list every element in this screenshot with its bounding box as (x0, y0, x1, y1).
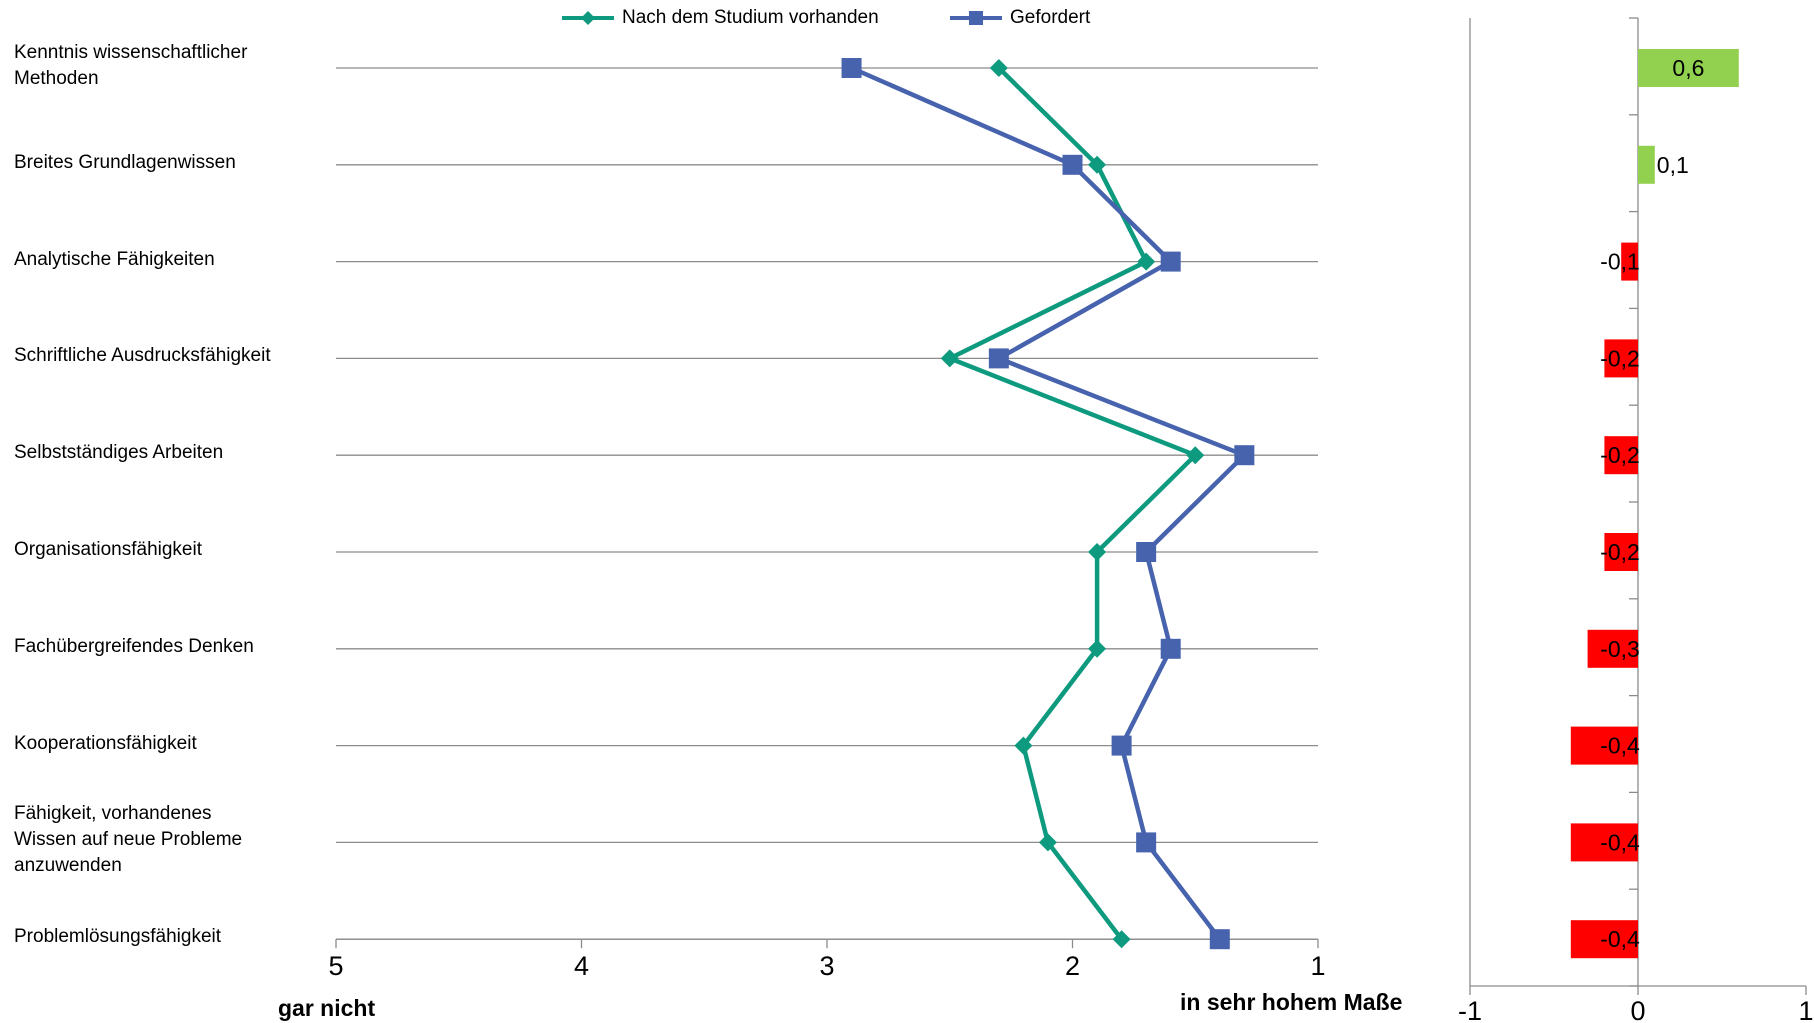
bar-data-label: -0,4 (1600, 733, 1640, 759)
category-label-line: Breites Grundlagenwissen (14, 151, 236, 173)
legend-symbol (950, 11, 1002, 25)
legend-symbol (562, 11, 614, 25)
series-line-diamond (947, 66, 1198, 941)
category-label: Fachübergreifendes Denken (14, 634, 254, 660)
x-tick-label: 3 (819, 951, 834, 981)
legend-item: Nach dem Studium vorhanden (560, 6, 879, 30)
legend-label: Nach dem Studium vorhanden (622, 7, 879, 28)
category-label-line: Methoden (14, 68, 99, 89)
x-axis-left-label: gar nicht (278, 995, 376, 1021)
data-point-diamond (1088, 543, 1107, 561)
data-point-diamond (940, 349, 959, 368)
category-label: Selbstständiges Arbeiten (14, 440, 223, 466)
data-point-square (1209, 929, 1230, 950)
bar (1604, 436, 1638, 475)
category-label-line: Schriftliche Ausdrucksfähigkeit (14, 345, 271, 367)
bar-data-label: 0,1 (1657, 152, 1689, 178)
bar-data-label: 0,6 (1672, 55, 1704, 81)
category-label: Schriftliche Ausdrucksfähigkeit (14, 343, 271, 369)
data-point-diamond (1088, 639, 1107, 658)
bar (1570, 726, 1638, 765)
data-point-diamond (1038, 833, 1057, 852)
bar (1570, 920, 1638, 959)
data-point-square (1136, 542, 1157, 562)
data-point-square (988, 348, 1009, 369)
category-label: Kooperationsfähigkeit (14, 731, 197, 757)
data-point-diamond (1088, 155, 1107, 174)
category-label-line: Organisationsfähigkeit (14, 539, 202, 560)
data-point-diamond (989, 59, 1008, 77)
category-label-line: Wissen auf neue Probleme (14, 829, 243, 851)
bar (1604, 339, 1638, 378)
category-label-line: anzuwenden (14, 855, 122, 877)
category-label: Organisationsfähigkeit (14, 537, 202, 563)
series-line-square (850, 65, 1247, 941)
bar-data-label: -0,2 (1600, 442, 1640, 468)
bar-data-label: -0,4 (1600, 829, 1640, 855)
bar (1587, 629, 1638, 668)
x-axis-right-label: in sehr hohem Maße (1180, 989, 1403, 1015)
bar-x-tick-label: 1 (1798, 996, 1813, 1023)
category-label: Fähigkeit, vorhandenes Wissen auf neue Pr… (14, 801, 242, 879)
data-point-square (1062, 154, 1083, 175)
bar-data-label: -0,4 (1600, 926, 1640, 952)
category-label-line: Analytische Fähigkeiten (14, 248, 215, 270)
data-point-diamond (1112, 930, 1131, 949)
category-label-line: Fähigkeit, vorhandenes (14, 803, 212, 825)
bar-data-label: -0,2 (1600, 345, 1640, 371)
data-point-square (1160, 251, 1181, 272)
category-label-line: Kenntnis wissenschaftlicher (14, 42, 248, 63)
category-label-line: Kooperationsfähigkeit (14, 732, 197, 754)
category-label: Kenntnis wissenschaftlicher Methoden (14, 40, 247, 92)
x-tick-label: 5 (328, 951, 343, 981)
bar (1638, 145, 1655, 184)
category-label: Breites Grundlagenwissen (14, 150, 236, 176)
category-label-line: Fachübergreifendes Denken (14, 635, 254, 657)
data-point-square (1160, 638, 1181, 659)
data-point-square (1111, 735, 1132, 756)
x-tick-label: 2 (1065, 951, 1080, 981)
category-label-line: Problemlösungsfähigkeit (14, 926, 222, 948)
category-label: Problemlösungsfähigkeit (14, 924, 221, 950)
bar-data-label: -0,2 (1600, 539, 1640, 565)
bar-data-label: -0,1 (1600, 249, 1640, 275)
data-point-diamond (1137, 252, 1156, 271)
legend-label: Gefordert (1010, 7, 1091, 28)
category-label: Analytische Fähigkeiten (14, 247, 215, 273)
bar-x-tick-label: -1 (1458, 996, 1482, 1023)
x-tick-label: 1 (1310, 951, 1325, 981)
bar-data-label: -0,3 (1600, 636, 1640, 662)
bar (1570, 823, 1638, 862)
data-point-square (1234, 445, 1255, 466)
bar (1621, 242, 1638, 281)
x-tick-label: 4 (574, 951, 589, 981)
bar (1604, 533, 1638, 571)
data-point-square (841, 58, 862, 78)
data-point-diamond (1186, 446, 1205, 465)
bar-x-tick-label: 0 (1630, 996, 1645, 1023)
legend-item: Gefordert (948, 6, 1090, 30)
data-point-square (1136, 832, 1157, 853)
bar (1638, 49, 1739, 87)
data-point-diamond (1014, 736, 1033, 755)
category-label-line: Selbstständiges Arbeiten (14, 442, 224, 464)
